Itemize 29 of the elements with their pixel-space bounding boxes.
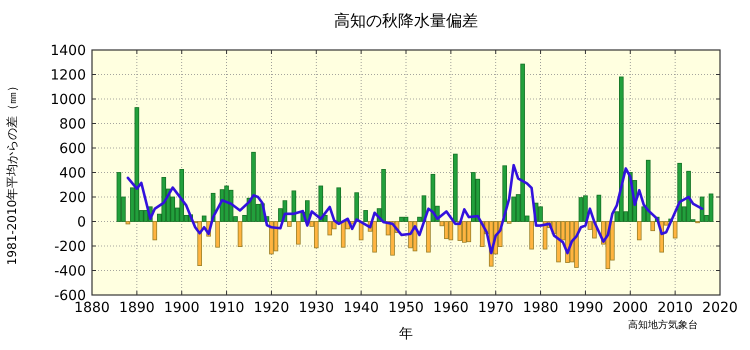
x-axis-title: 年: [399, 326, 413, 342]
y-tick-label: -400: [54, 264, 86, 280]
x-tick-label: 1990: [568, 300, 604, 316]
x-tick-label: 1930: [298, 300, 334, 316]
y-tick-label: 1000: [50, 92, 86, 108]
x-tick-label: 2000: [612, 300, 648, 316]
x-tick-label: 1910: [208, 300, 244, 316]
x-tick-label: 1950: [388, 300, 424, 316]
y-tick-label: 1400: [50, 43, 86, 59]
x-tick-label: 1920: [254, 300, 290, 316]
y-tick-label: 600: [59, 141, 86, 157]
y-tick-label: 800: [59, 116, 86, 132]
chart-title: 高知の秋降水量偏差: [334, 11, 478, 30]
y-tick-label: -200: [54, 239, 86, 255]
y-tick-label: 1200: [50, 68, 86, 84]
x-tick-label: 1970: [478, 300, 514, 316]
x-tick-label: 1940: [343, 300, 379, 316]
text: 高知地方気象台: [628, 319, 698, 331]
y-tick-label: 400: [59, 166, 86, 182]
y-tick-label: 0: [77, 214, 86, 230]
x-tick-label: 1880: [74, 300, 110, 316]
y-axis-title: 1981-2010年平均からの差（㎜）: [5, 80, 19, 266]
x-tick-label: 2010: [657, 300, 693, 316]
x-tick-label: 1960: [433, 300, 469, 316]
x-tick-label: 2020: [702, 300, 738, 316]
x-tick-label: 1900: [164, 300, 200, 316]
x-tick-label: 1890: [119, 300, 155, 316]
x-tick-label: 1980: [522, 300, 558, 316]
y-tick-label: 200: [59, 190, 86, 206]
